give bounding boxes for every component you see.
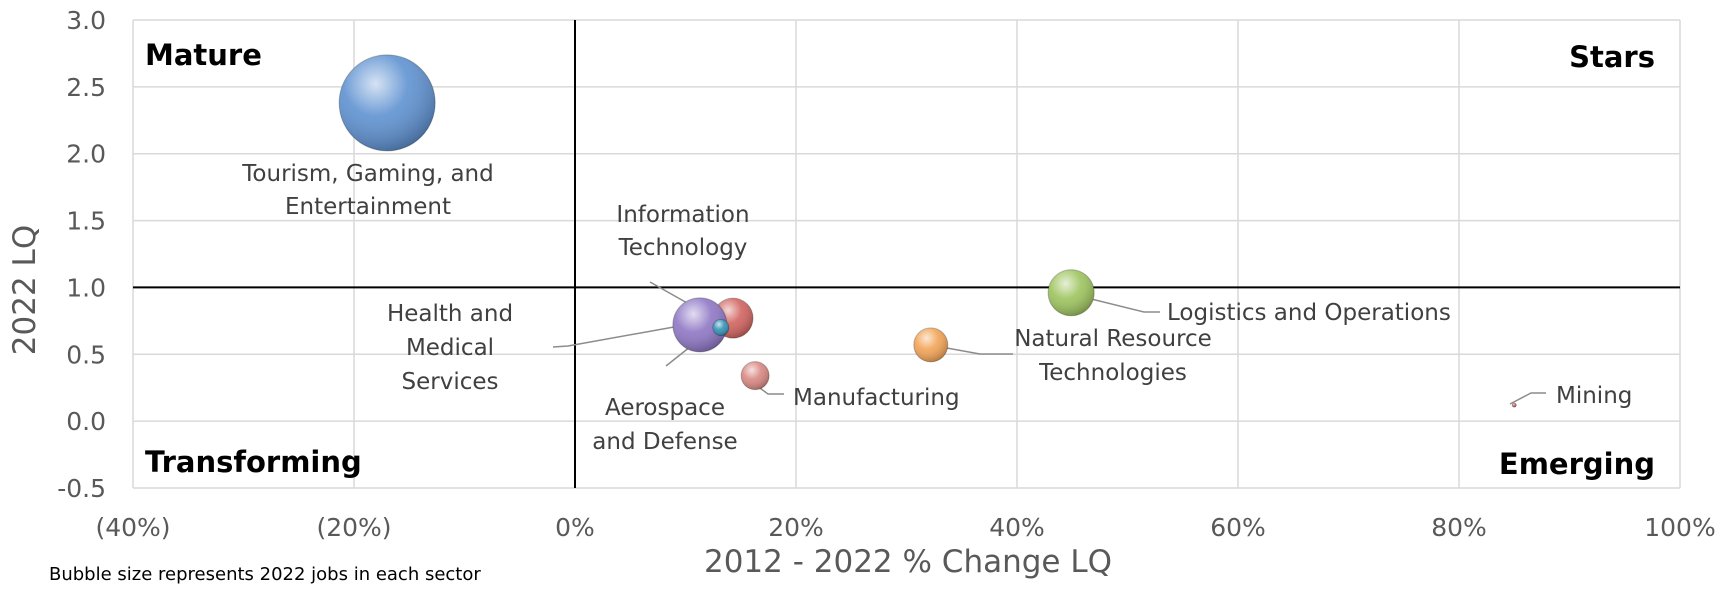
bubble-label-line: Entertainment <box>285 194 451 220</box>
bubble-label-line: Aerospace <box>605 395 725 421</box>
bubble-label-line: Technology <box>618 235 748 261</box>
bubble-label-health-and-medical-services: Health and Medical Services <box>387 301 513 395</box>
bubble-shine <box>913 327 948 362</box>
bubble-label-line: Mining <box>1556 383 1632 409</box>
x-tick-label: 80% <box>1431 513 1487 542</box>
bubble-manufacturing <box>740 361 770 391</box>
bubble-shine <box>339 54 436 151</box>
bubble-health-and-medical-services <box>672 297 728 353</box>
bubble-size-note: Bubble size represents 2022 jobs in each… <box>49 564 481 585</box>
quadrant-labels: Mature Stars Transforming Emerging <box>145 38 1655 481</box>
bubble-label-logistics-and-operations: Logistics and Operations <box>1167 300 1451 326</box>
bubble-tourism-gaming-and-entertainment <box>338 54 436 152</box>
bubble-label-line: Logistics and Operations <box>1167 300 1451 326</box>
bubble-shine <box>1048 269 1095 316</box>
y-tick-label: 0.0 <box>66 407 106 436</box>
y-tick-label: 0.5 <box>66 340 106 369</box>
y-tick-label: 3.0 <box>66 6 106 35</box>
bubble-logistics-and-operations <box>1047 269 1095 317</box>
bubble-aerospace-and-defense <box>712 319 730 337</box>
leader-lines <box>367 99 1546 405</box>
leader-line-health-and-medical-services <box>552 324 686 348</box>
bubble-label-line: and Defense <box>592 429 737 455</box>
bubble-shine <box>1512 403 1517 408</box>
reference-lines <box>133 20 1680 488</box>
x-tick-label: (20%) <box>316 513 391 542</box>
bubble-label-line: Medical <box>406 335 494 361</box>
x-tick-label: 0% <box>555 513 595 542</box>
y-tick-label: 2.0 <box>66 140 106 169</box>
bubble-labels: Tourism, Gaming, and Entertainment Informa… <box>241 161 1632 455</box>
bubble-label-aerospace-and-defense: Aerospace and Defense <box>592 395 737 455</box>
bubble-label-line: Information <box>616 202 749 228</box>
y-tick-label: 1.0 <box>66 273 106 302</box>
bubble-shine <box>712 319 729 336</box>
y-tick-label: -0.5 <box>57 474 106 503</box>
bubble-natural-resource-technologies <box>913 327 949 363</box>
bubble-shine <box>741 361 770 390</box>
bubble-label-line: Services <box>402 369 499 395</box>
bubble-label-line: Manufacturing <box>793 385 960 411</box>
bubble-label-line: Health and <box>387 301 513 327</box>
x-tick-label: 40% <box>989 513 1045 542</box>
x-tick-label: 100% <box>1644 513 1715 542</box>
x-tick-label: 20% <box>768 513 824 542</box>
bubble-label-line: Technologies <box>1038 360 1187 386</box>
x-tick-label: (40%) <box>95 513 170 542</box>
quadrant-label-transforming: Transforming <box>145 445 362 479</box>
y-tick-label: 1.5 <box>66 207 106 236</box>
quadrant-label-stars: Stars <box>1569 40 1655 74</box>
leader-line-mining <box>1509 392 1546 405</box>
bubble-label-line: Tourism, Gaming, and <box>241 161 493 187</box>
y-tick-label: 2.5 <box>66 73 106 102</box>
quadrant-label-mature: Mature <box>145 38 262 72</box>
bubble-label-information-technology: Information Technology <box>616 202 749 261</box>
y-axis-title: 2022 LQ <box>7 225 43 355</box>
x-tick-label: 60% <box>1210 513 1266 542</box>
bubble-label-mining: Mining <box>1556 383 1632 409</box>
bubble-label-manufacturing: Manufacturing <box>793 385 960 411</box>
bubble-shine <box>672 297 727 352</box>
x-axis-title: 2012 - 2022 % Change LQ <box>704 544 1112 580</box>
tick-labels: 3.0 2.5 2.0 1.5 1.0 0.5 0.0 -0.5 (40%) (20%) 0% 20%… <box>57 6 1716 542</box>
bubble-mining <box>1511 402 1517 408</box>
bubbles <box>338 54 1517 408</box>
bubble-label-line: Natural Resource <box>1014 326 1212 352</box>
bubble-label-tourism-gaming-and-entertainment: Tourism, Gaming, and Entertainment <box>241 161 493 220</box>
bubble-label-natural-resource-technologies: Natural Resource Technologies <box>1014 326 1212 386</box>
quadrant-label-emerging: Emerging <box>1499 447 1655 481</box>
